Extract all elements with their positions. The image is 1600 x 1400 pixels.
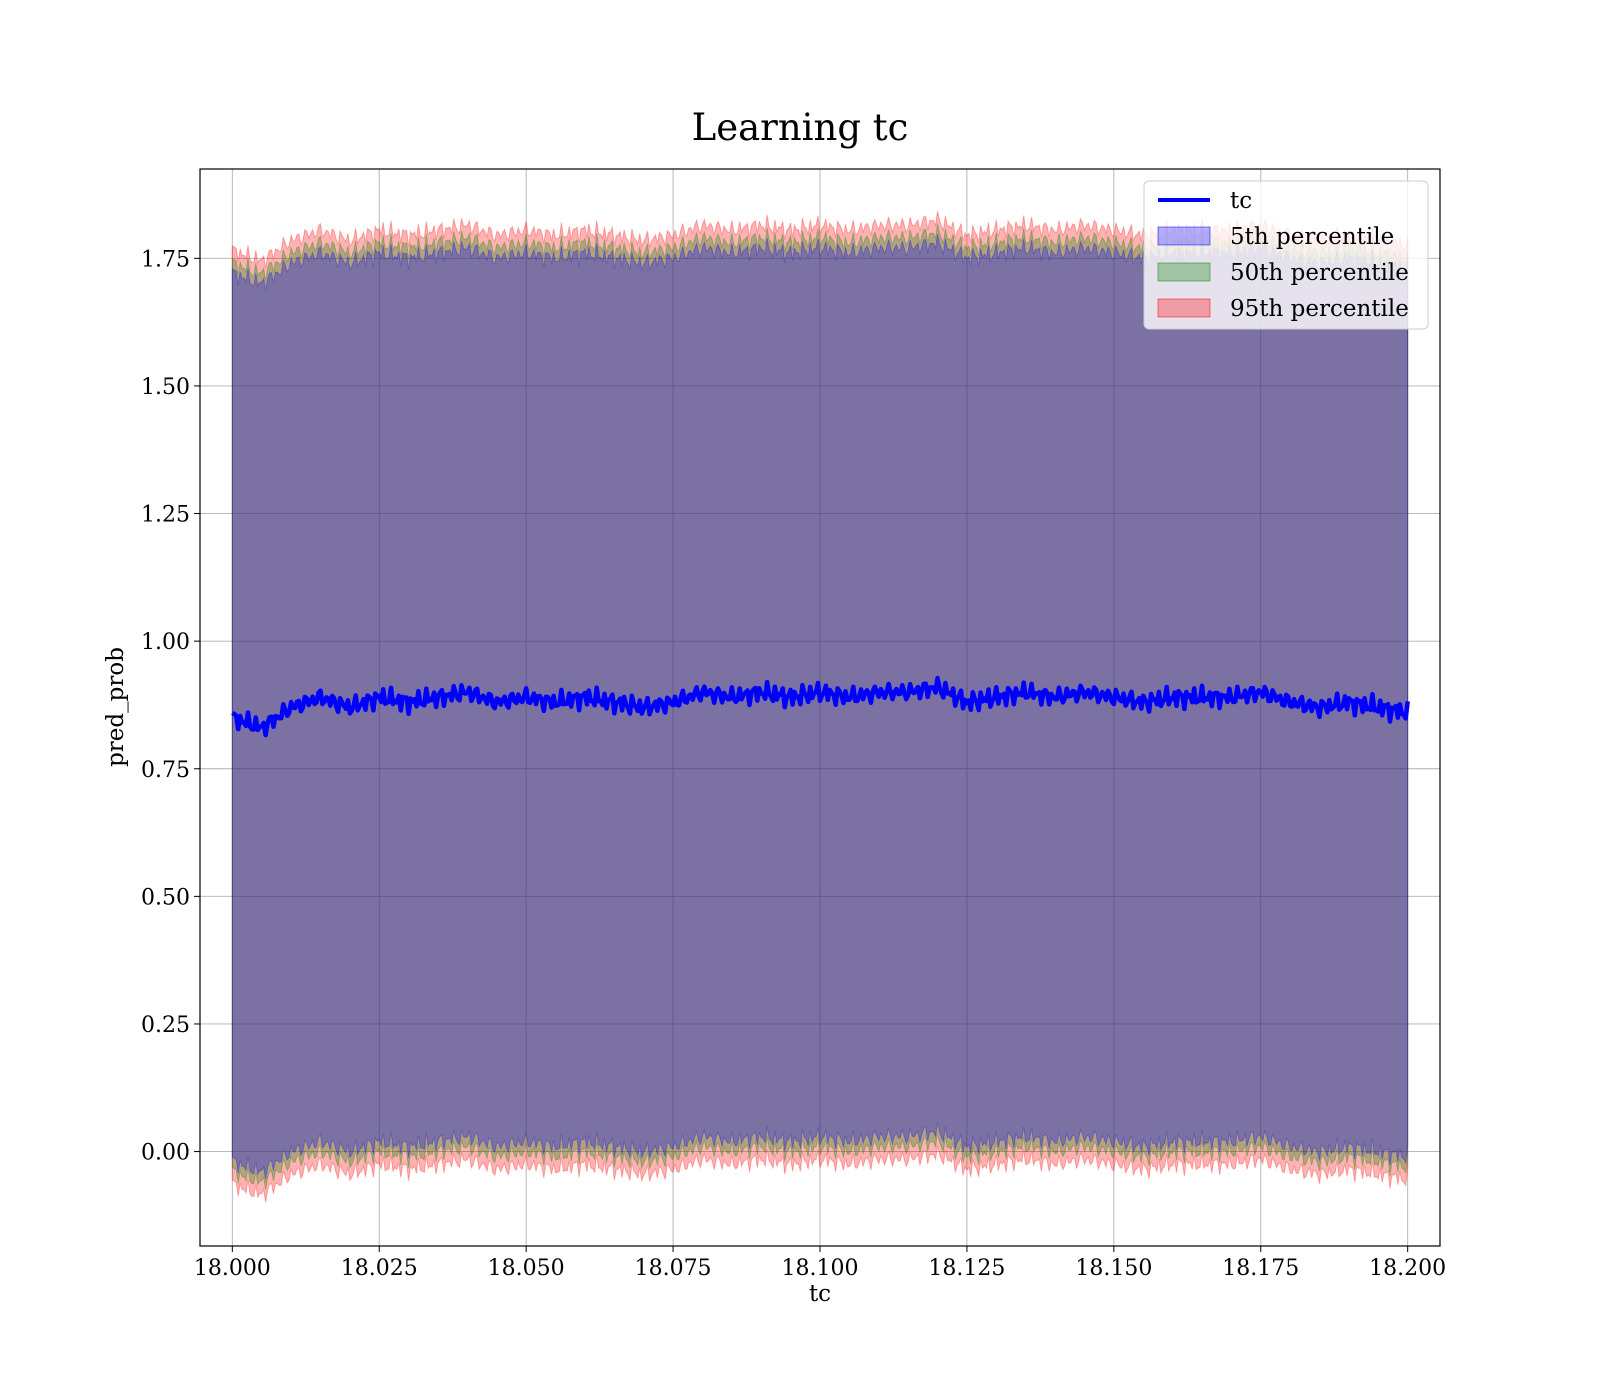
legend-swatch-50th-percentile — [1157, 262, 1211, 282]
chart-title: Learning tc — [692, 106, 909, 149]
series-line-layer — [231, 675, 1410, 738]
x-tick-label-2: 18.050 — [488, 1256, 565, 1281]
percentile-bands — [231, 210, 1409, 1203]
legend-box — [1143, 180, 1429, 330]
legend-swatch-5th-percentile — [1157, 226, 1211, 246]
y-tick-label-0: 0.00 — [141, 1141, 190, 1166]
legend-label-1: 5th percentile — [1230, 224, 1394, 250]
legend: tc 5th percentile 50th percentile 95th perc… — [1143, 180, 1429, 330]
legend-label-0: tc — [1230, 188, 1252, 214]
x-tick-label-7: 18.175 — [1222, 1256, 1299, 1281]
band-50th-percentile — [231, 223, 1409, 1190]
plot-area — [199, 168, 1441, 1247]
x-tick-label-6: 18.150 — [1075, 1256, 1152, 1281]
series-line-tc — [231, 675, 1410, 738]
x-tick-label-0: 18.000 — [194, 1256, 271, 1281]
x-tick-label-4: 18.100 — [782, 1256, 859, 1281]
band-5th-percentile — [231, 233, 1409, 1180]
legend-label-2: 50th percentile — [1230, 260, 1409, 286]
y-tick-label-6: 1.50 — [141, 375, 190, 400]
legend-label-3: 95th percentile — [1230, 296, 1409, 322]
y-tick-label-5: 1.25 — [141, 503, 190, 528]
x-tick-label-5: 18.125 — [928, 1256, 1005, 1281]
band-95th-percentile — [231, 210, 1409, 1203]
legend-swatch-95th-percentile — [1157, 298, 1211, 318]
x-tick-label-3: 18.075 — [635, 1256, 712, 1281]
y-tick-label-2: 0.50 — [141, 885, 190, 910]
y-tick-label-7: 1.75 — [141, 247, 190, 272]
y-tick-label-3: 0.75 — [141, 758, 190, 783]
x-axis-ticks: 18.000 18.025 18.050 18.075 18.100 18.125 18.1… — [194, 1246, 1446, 1281]
legend-items: tc 5th percentile 50th percentile 95th perc… — [1157, 188, 1409, 322]
y-axis-label: pred_prob — [103, 647, 129, 767]
y-tick-label-1: 0.25 — [141, 1013, 190, 1038]
x-tick-label-8: 18.200 — [1369, 1256, 1446, 1281]
x-axis-label: tc — [809, 1281, 831, 1307]
x-tick-label-1: 18.025 — [341, 1256, 418, 1281]
y-tick-label-4: 1.00 — [141, 630, 190, 655]
y-axis-ticks: 0.00 0.25 0.50 0.75 1.00 1.25 1.50 1.75 — [141, 247, 200, 1166]
